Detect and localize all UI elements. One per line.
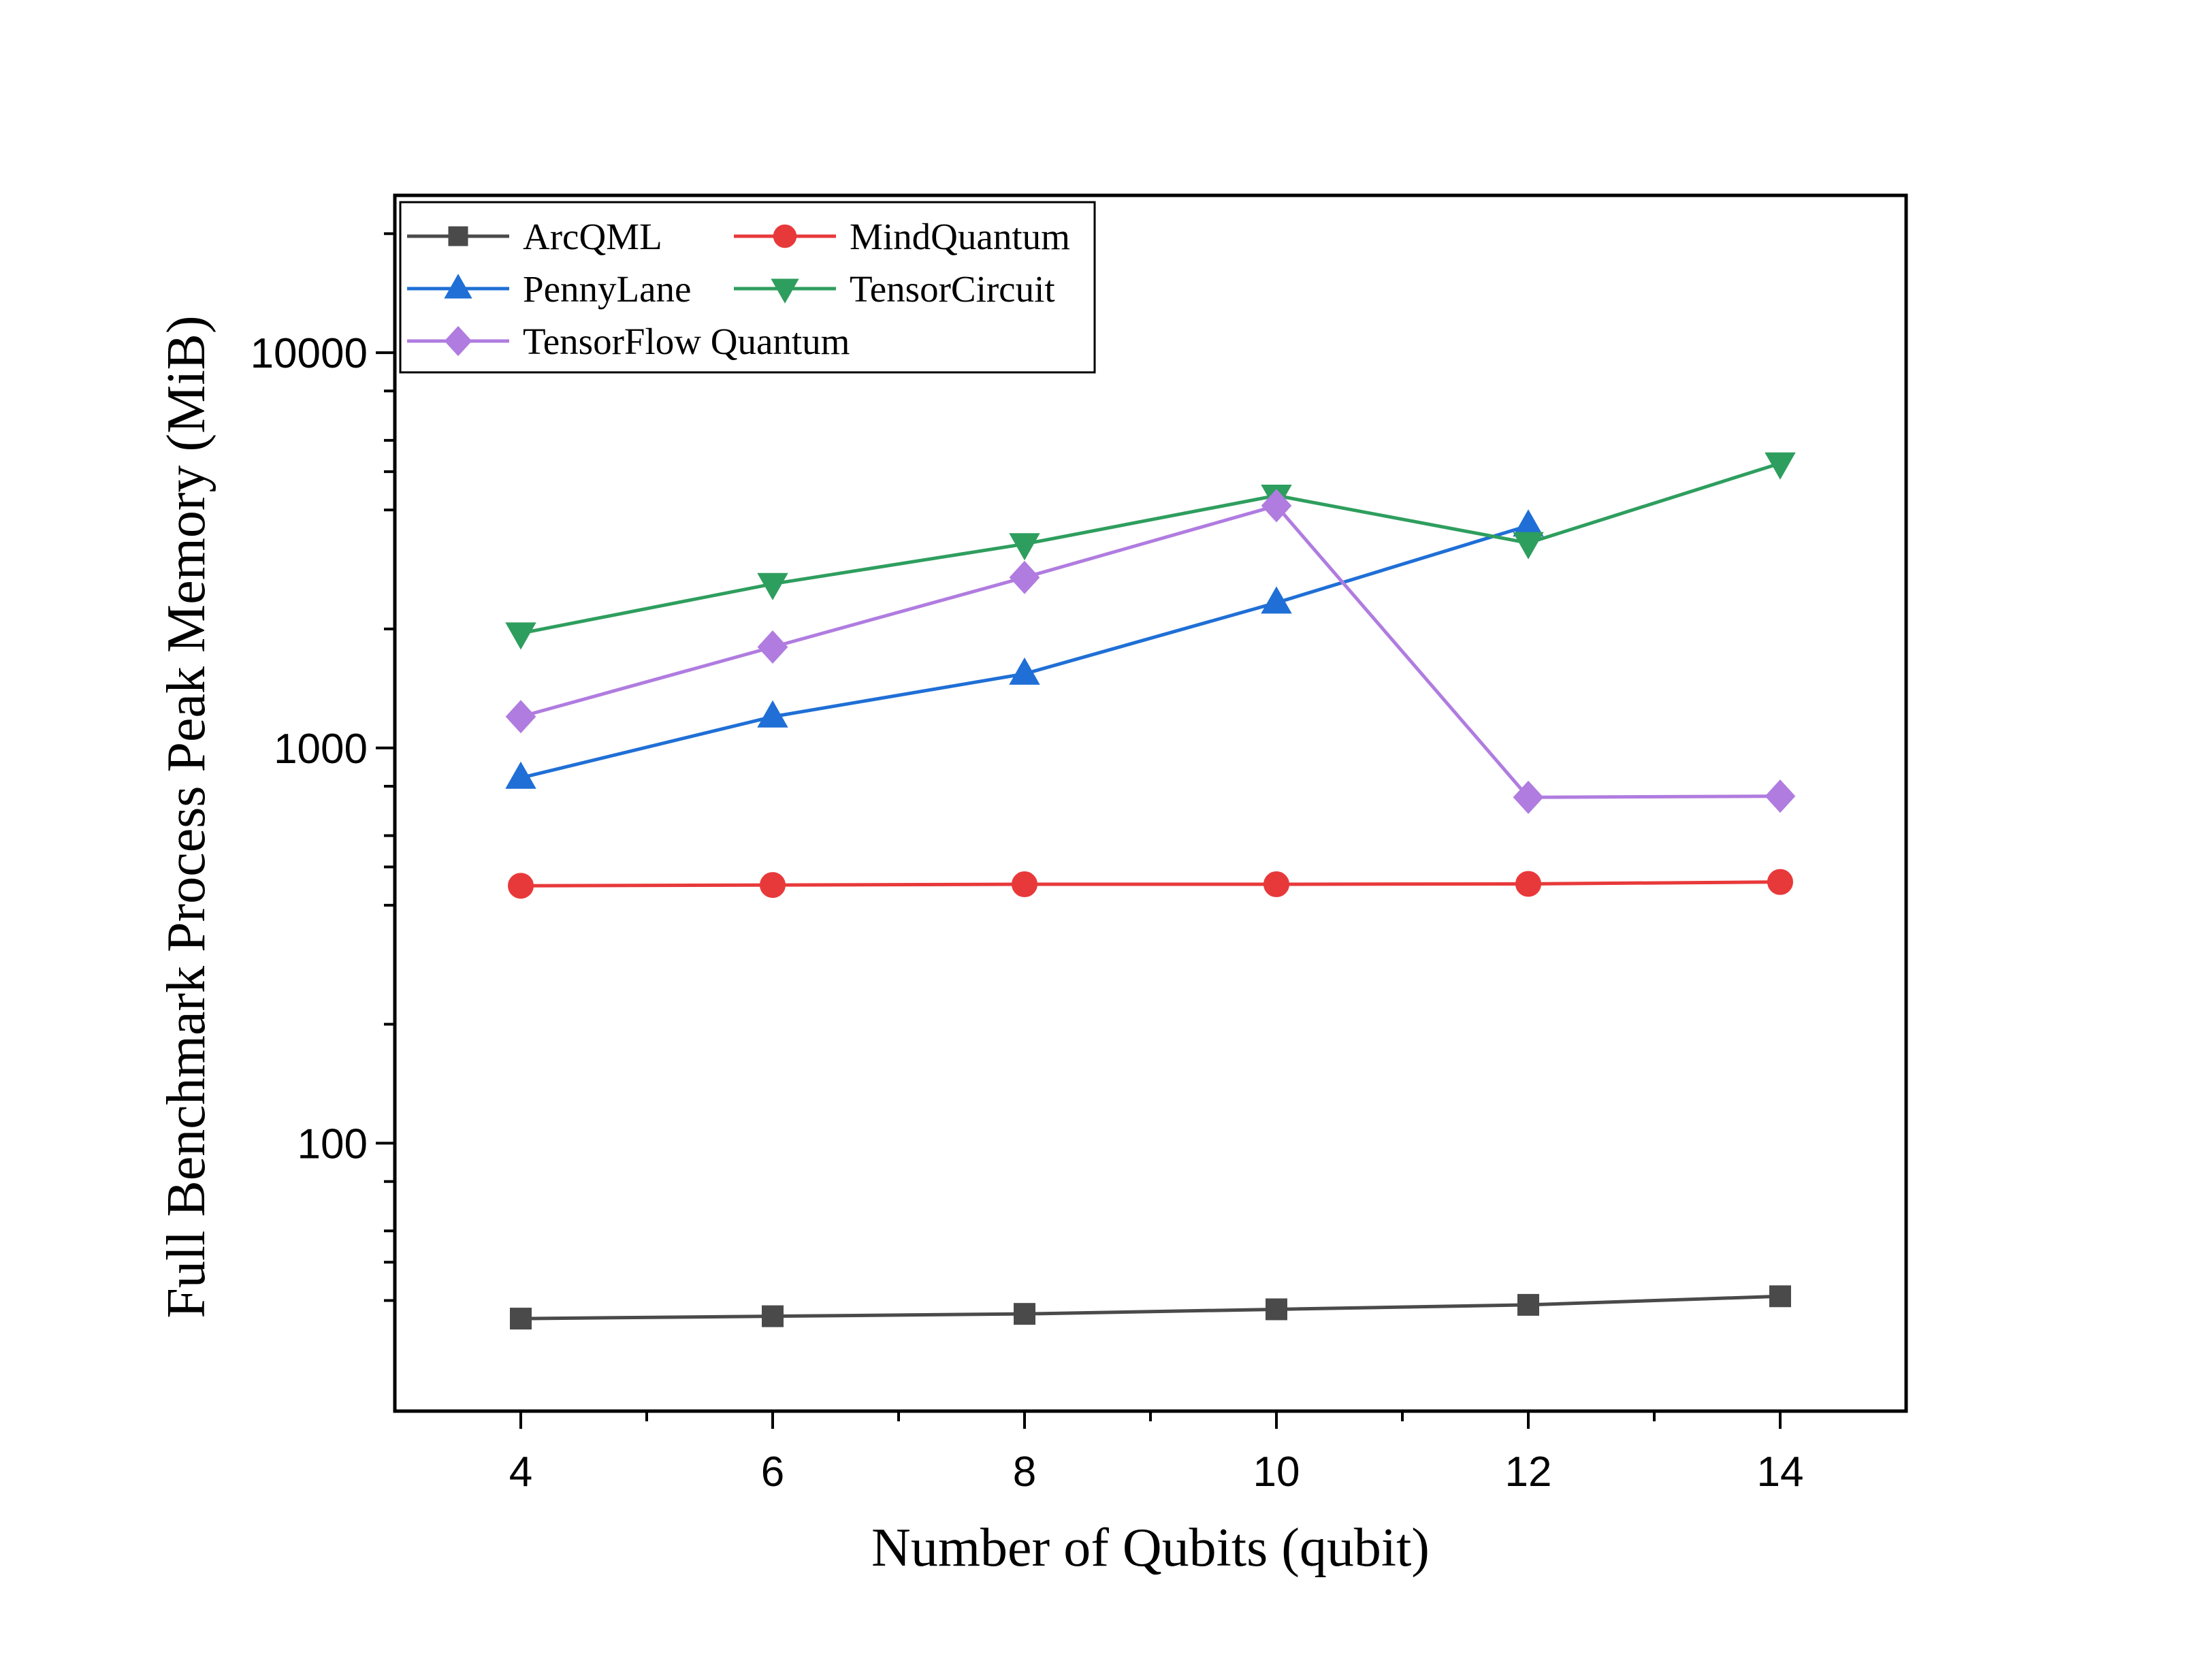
legend-marker: [444, 274, 472, 299]
legend-item-tensorcircuit: TensorCircuit: [734, 268, 1055, 310]
series-tensorflow-quantum: [505, 489, 1796, 814]
data-point-tensorflow-quantum: [1009, 560, 1040, 594]
data-point-mindquantum: [1515, 871, 1541, 897]
data-point-arcqml: [1769, 1285, 1791, 1308]
data-point-arcqml: [1517, 1293, 1539, 1316]
legend-marker: [448, 226, 468, 246]
legend-item-arcqml: ArcQML: [407, 216, 662, 257]
x-tick-label: 4: [509, 1449, 532, 1496]
data-point-pennylane: [505, 761, 536, 789]
series-line-arcqml: [520, 1294, 1781, 1321]
series-line-tensorcircuit: [520, 462, 1781, 635]
series-mindquantum: [508, 869, 1793, 899]
data-point-tensorcircuit: [1765, 452, 1796, 480]
y-axis-title: Full Benchmark Process Peak Memory (MiB): [157, 315, 216, 1318]
x-tick-label: 14: [1757, 1449, 1804, 1496]
x-tick-label: 12: [1505, 1449, 1552, 1496]
legend-item-mindquantum: MindQuantum: [734, 216, 1070, 257]
legend-item-pennylane: PennyLane: [407, 268, 691, 310]
data-point-arcqml: [762, 1305, 784, 1327]
data-point-pennylane: [1009, 657, 1040, 685]
data-point-tensorflow-quantum: [1765, 779, 1796, 813]
data-point-pennylane: [1261, 586, 1292, 614]
data-point-arcqml: [1014, 1303, 1035, 1325]
plot-area: [393, 193, 1908, 1413]
data-point-tensorflow-quantum: [505, 700, 536, 734]
legend-marker: [444, 325, 472, 357]
x-tick-label: 6: [761, 1449, 784, 1496]
data-point-tensorflow-quantum: [757, 630, 788, 664]
data-point-arcqml: [510, 1308, 532, 1330]
data-point-tensorflow-quantum: [1261, 489, 1292, 523]
series-layer: [505, 452, 1796, 1330]
data-point-tensorcircuit: [1009, 533, 1040, 561]
data-point-mindquantum: [1012, 871, 1037, 898]
x-tick-label: 8: [1013, 1449, 1036, 1496]
legend-marker: [773, 224, 797, 248]
y-axis: 100 1000 10000: [251, 232, 395, 1302]
data-point-mindquantum: [508, 873, 534, 899]
legend: ArcQML MindQuantum PennyLane TensorCircuitT…: [399, 201, 1096, 374]
x-tick-label: 10: [1253, 1449, 1300, 1496]
y-tick-label: 100: [297, 1120, 368, 1167]
y-tick-label: 1000: [274, 726, 368, 773]
legend-label: MindQuantum: [850, 216, 1070, 257]
y-tick-label: 10000: [251, 330, 368, 377]
series-arcqml: [510, 1285, 1791, 1330]
series-line-mindquantum: [520, 880, 1781, 888]
data-point-tensorcircuit: [757, 572, 788, 600]
series-tensorcircuit: [505, 452, 1796, 650]
legend-label: PennyLane: [523, 268, 691, 310]
data-point-tensorcircuit: [1513, 532, 1544, 560]
data-point-mindquantum: [1767, 869, 1793, 895]
legend-label: ArcQML: [523, 216, 662, 257]
data-point-tensorflow-quantum: [1513, 780, 1544, 814]
x-axis: 4 6 8 10 12 14: [509, 1411, 1804, 1496]
data-point-arcqml: [1266, 1298, 1287, 1321]
x-axis-title: Number of Qubits (qubit): [871, 1518, 1430, 1578]
series-pennylane: [505, 509, 1544, 789]
legend-label: TensorFlow Quantum: [523, 321, 850, 362]
legend-item-tensorflow-quantum: TensorFlow Quantum: [407, 321, 850, 362]
data-point-mindquantum: [760, 872, 786, 899]
plot-border: [393, 193, 1908, 1413]
data-point-mindquantum: [1263, 871, 1289, 898]
legend-marker: [771, 278, 799, 304]
series-line-tensorflow-quantum: [520, 504, 1781, 799]
data-point-tensorcircuit: [505, 622, 536, 650]
data-point-pennylane: [757, 700, 788, 728]
legend-label: TensorCircuit: [850, 268, 1055, 310]
